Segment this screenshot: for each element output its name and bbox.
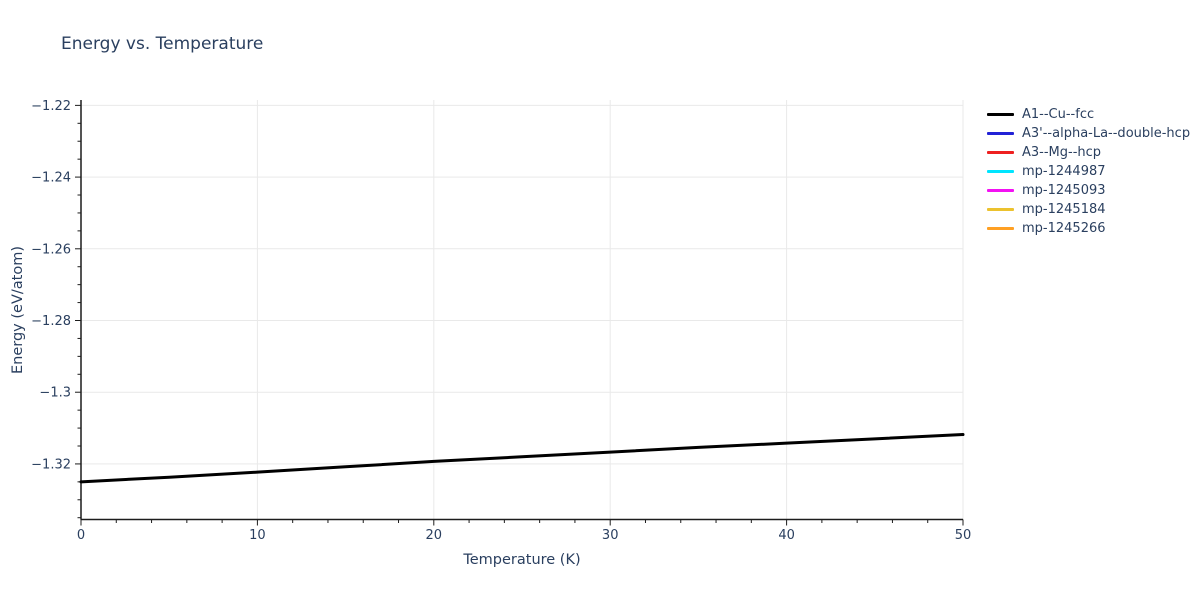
legend-swatch-line xyxy=(987,113,1014,116)
legend-label: A1--Cu--fcc xyxy=(1022,107,1095,122)
legend-item: mp-1245266 xyxy=(987,219,1190,238)
legend-label: A3--Mg--hcp xyxy=(1022,145,1102,160)
x-axis-title: Temperature (K) xyxy=(463,552,581,568)
legend-label: mp-1245266 xyxy=(1022,221,1106,236)
y-tick-label: −1.28 xyxy=(31,314,71,329)
legend-label: mp-1244987 xyxy=(1022,164,1106,179)
x-tick-label: 20 xyxy=(426,528,443,543)
x-tick-label: 40 xyxy=(778,528,795,543)
legend-item: A3--Mg--hcp xyxy=(987,143,1190,162)
y-tick-label: −1.3 xyxy=(39,386,71,401)
legend: A1--Cu--fcc A3'--alpha-La--double-hcp A3--… xyxy=(987,105,1190,238)
legend-swatch-line xyxy=(987,227,1014,230)
legend-item: A3'--alpha-La--double-hcp xyxy=(987,124,1190,143)
y-tick-label: −1.32 xyxy=(31,457,71,472)
x-tick-label: 0 xyxy=(77,528,85,543)
legend-swatch-line xyxy=(987,170,1014,173)
y-tick-label: −1.26 xyxy=(31,242,71,257)
legend-swatch-line xyxy=(987,151,1014,154)
legend-label: mp-1245184 xyxy=(1022,202,1106,217)
legend-item: mp-1244987 xyxy=(987,162,1190,181)
legend-label: A3'--alpha-La--double-hcp xyxy=(1022,126,1191,141)
x-tick-label: 10 xyxy=(249,528,266,543)
y-tick-label: −1.22 xyxy=(31,99,71,114)
legend-item: A1--Cu--fcc xyxy=(987,105,1190,124)
y-axis-title: Energy (eV/atom) xyxy=(10,246,26,374)
y-tick-label: −1.24 xyxy=(31,171,71,186)
legend-label: mp-1245093 xyxy=(1022,183,1106,198)
legend-item: mp-1245184 xyxy=(987,200,1190,219)
legend-swatch-line xyxy=(987,208,1014,211)
legend-swatch-line xyxy=(987,189,1014,192)
series-line-A1--Cu--fcc xyxy=(79,433,965,484)
x-tick-label: 30 xyxy=(602,528,619,543)
x-tick-label: 50 xyxy=(955,528,972,543)
legend-swatch-line xyxy=(987,132,1014,135)
chart-title: Energy vs. Temperature xyxy=(61,34,264,54)
legend-item: mp-1245093 xyxy=(987,181,1190,200)
